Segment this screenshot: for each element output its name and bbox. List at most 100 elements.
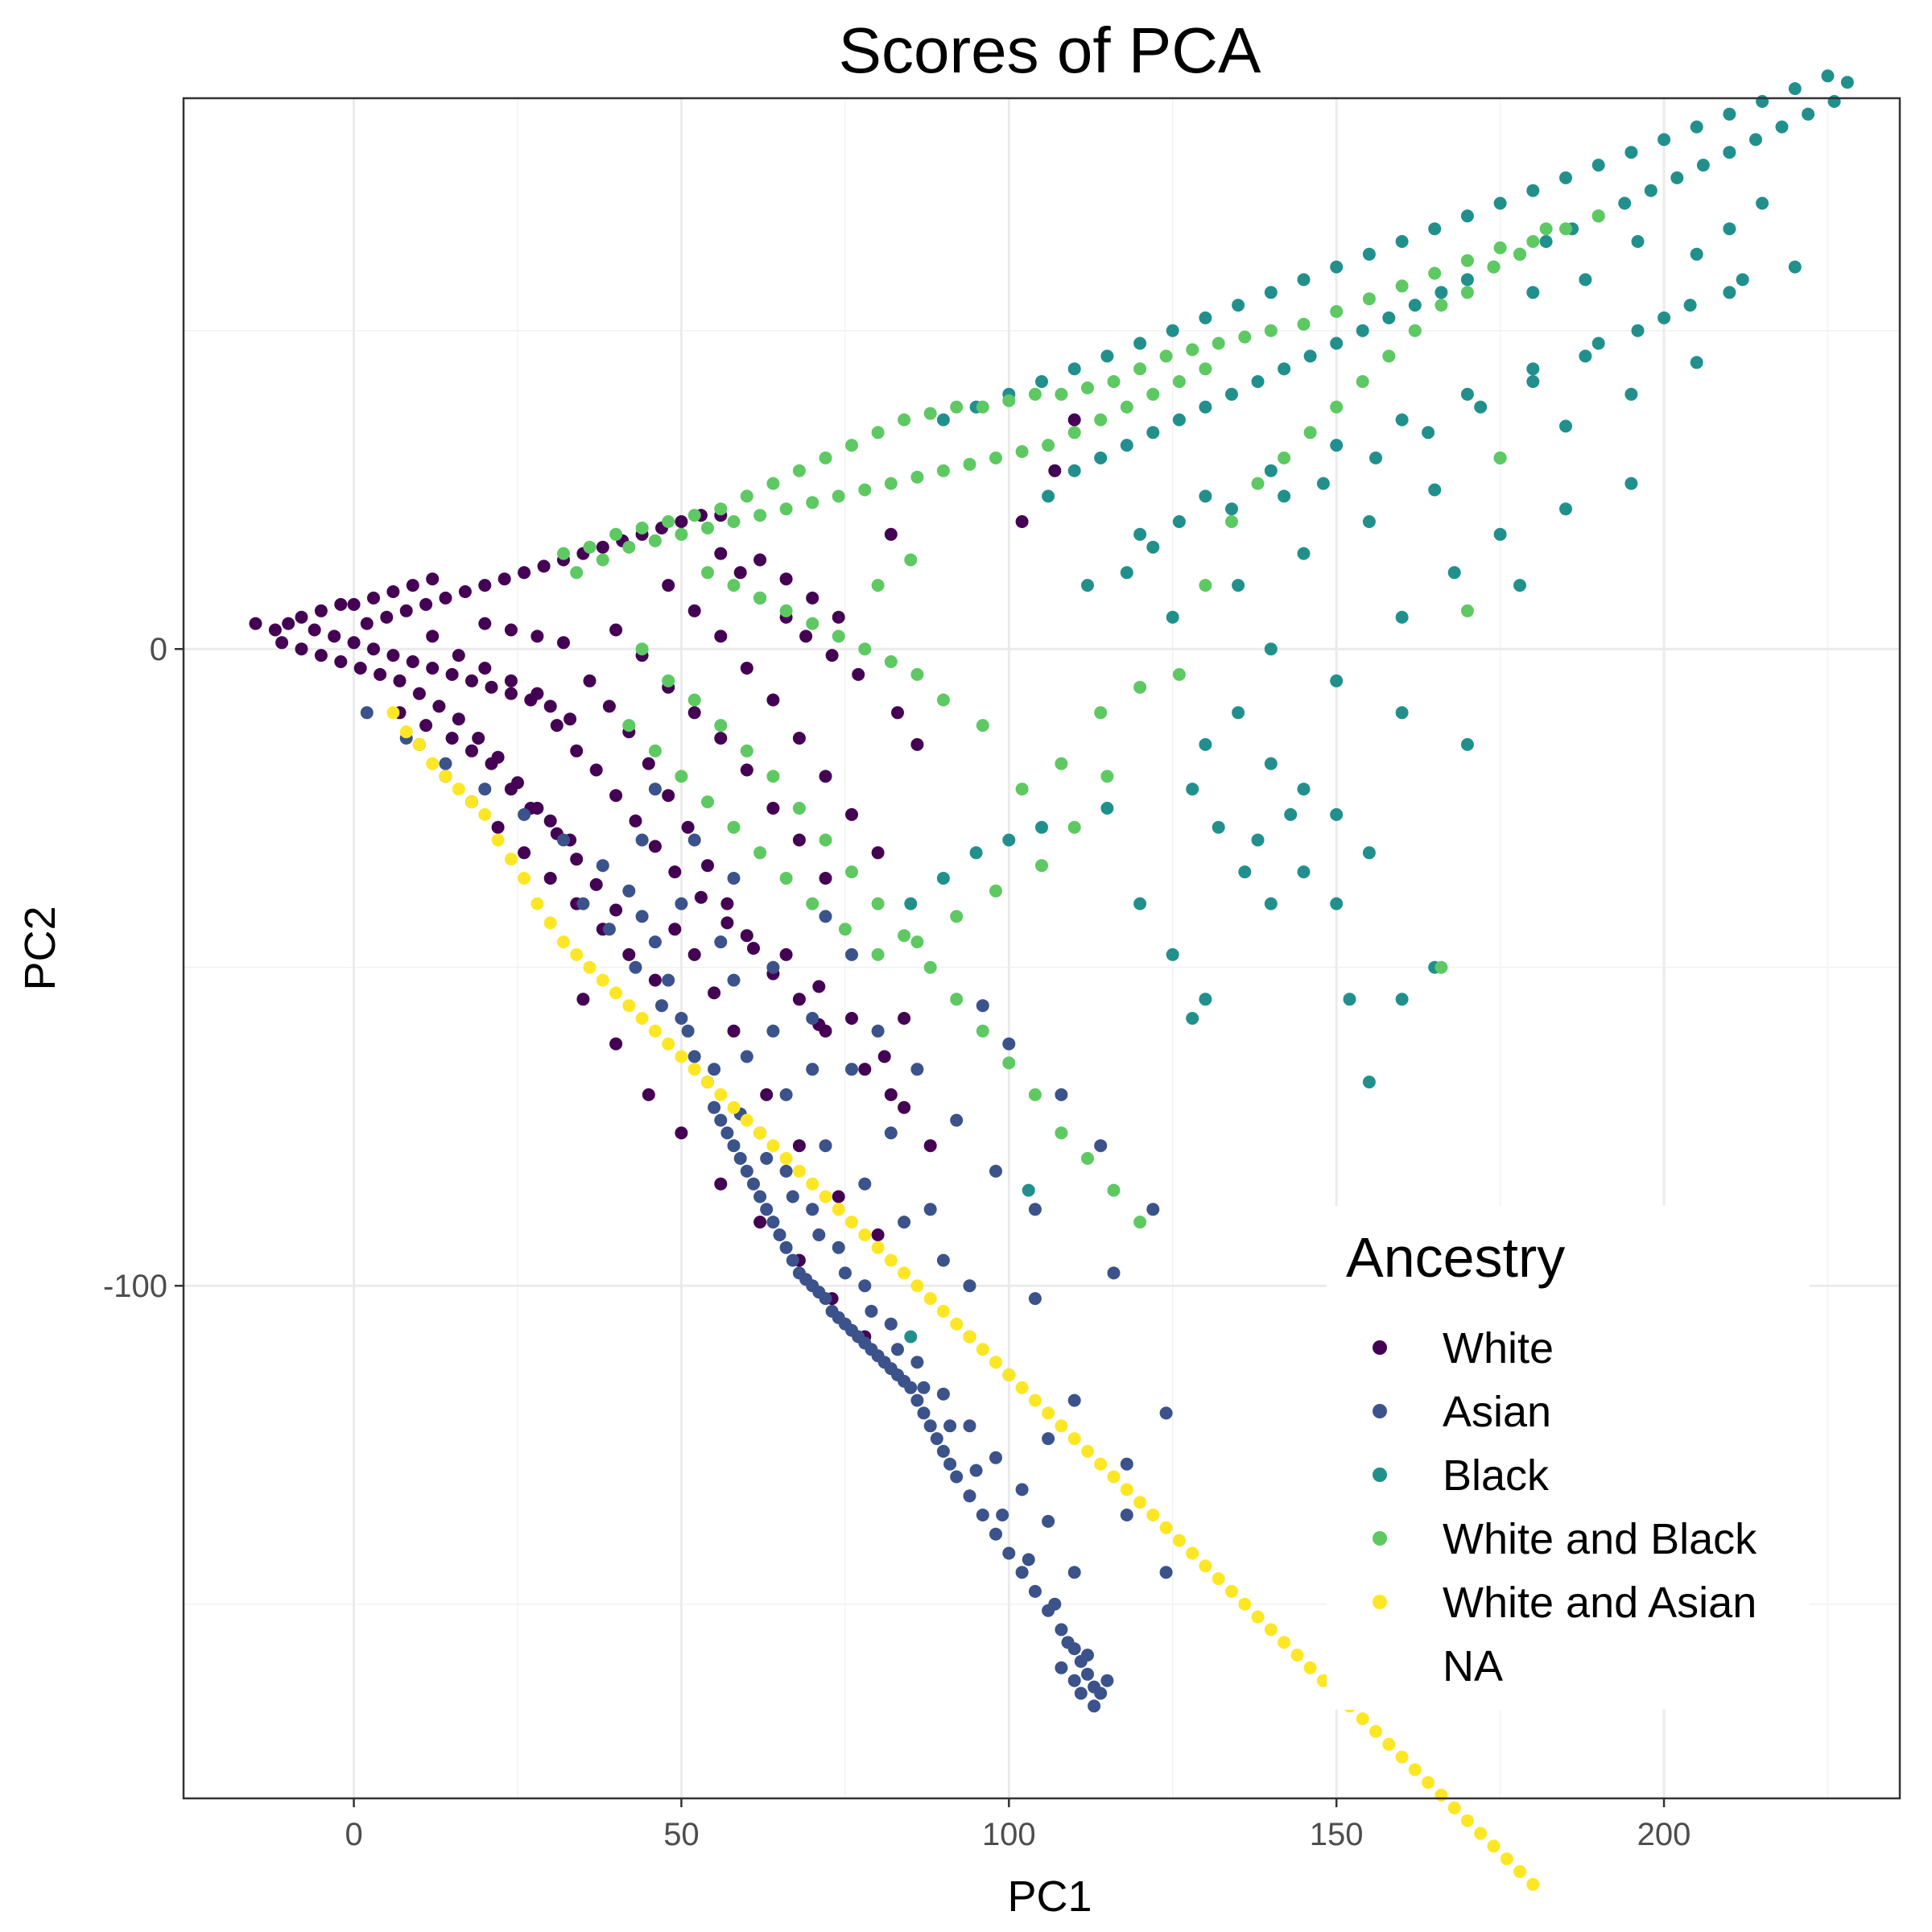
data-point xyxy=(708,1100,721,1114)
data-point xyxy=(570,947,584,961)
data-point xyxy=(845,1012,858,1025)
data-point xyxy=(675,1050,688,1063)
data-point xyxy=(681,1024,695,1038)
data-point xyxy=(936,1387,950,1401)
data-point xyxy=(1460,604,1474,617)
data-point xyxy=(1749,133,1762,147)
data-point xyxy=(740,489,753,503)
data-point xyxy=(583,540,597,554)
data-point xyxy=(543,916,557,930)
data-point xyxy=(635,833,649,847)
data-point xyxy=(635,642,649,656)
data-point xyxy=(884,477,898,490)
data-point xyxy=(504,687,518,700)
data-point xyxy=(1094,706,1108,720)
data-point xyxy=(1002,394,1016,407)
data-point xyxy=(648,935,662,949)
data-point xyxy=(910,737,924,751)
data-point xyxy=(950,400,964,414)
data-point xyxy=(1238,1597,1252,1611)
data-point xyxy=(543,872,557,885)
data-point xyxy=(779,1152,793,1165)
data-point xyxy=(1487,1839,1501,1853)
chart-title: Scores of PCA xyxy=(839,14,1261,86)
data-point xyxy=(360,706,374,720)
data-point xyxy=(1474,1827,1488,1840)
data-point xyxy=(753,509,767,522)
data-point xyxy=(1028,1584,1042,1598)
data-point xyxy=(1094,451,1108,464)
data-point xyxy=(1278,451,1291,464)
data-point xyxy=(720,916,734,930)
legend-label: NA xyxy=(1443,1642,1503,1690)
data-point xyxy=(1133,1496,1147,1509)
data-point xyxy=(380,610,394,624)
data-point xyxy=(419,597,433,611)
data-point xyxy=(583,960,597,974)
data-point xyxy=(1723,107,1736,121)
data-point xyxy=(1369,451,1382,464)
data-point xyxy=(766,1024,780,1038)
data-point xyxy=(648,534,662,547)
data-point xyxy=(819,833,832,847)
data-point xyxy=(687,706,701,720)
data-point xyxy=(1002,833,1016,847)
data-point xyxy=(1100,770,1114,783)
data-point xyxy=(687,947,701,961)
data-point xyxy=(1460,737,1474,751)
data-point xyxy=(1513,579,1526,592)
data-point xyxy=(1362,292,1376,306)
data-point xyxy=(989,451,1002,464)
data-point xyxy=(779,1241,793,1254)
y-tick-label: 0 xyxy=(150,632,167,667)
data-point xyxy=(1133,1216,1147,1229)
data-point xyxy=(845,1216,858,1229)
data-point xyxy=(976,1343,989,1356)
data-point xyxy=(708,1063,721,1076)
data-point xyxy=(930,1432,943,1446)
data-point xyxy=(1362,515,1376,528)
data-point xyxy=(832,1190,845,1203)
data-point xyxy=(1199,400,1212,414)
data-point xyxy=(1447,1801,1461,1814)
data-point xyxy=(701,1075,714,1089)
data-point xyxy=(1539,222,1553,236)
data-point xyxy=(819,1190,832,1203)
data-point xyxy=(268,623,282,637)
data-point xyxy=(1474,400,1488,414)
data-point xyxy=(1133,362,1147,376)
data-point xyxy=(1362,846,1376,860)
data-point xyxy=(1028,1393,1042,1407)
data-point xyxy=(714,502,728,516)
legend-key xyxy=(1373,1340,1387,1355)
data-point xyxy=(564,712,577,726)
data-point xyxy=(1428,222,1442,236)
data-point xyxy=(334,597,348,611)
data-point xyxy=(478,782,492,796)
data-point xyxy=(1559,502,1572,516)
data-point xyxy=(904,1381,918,1394)
data-point xyxy=(910,667,924,681)
data-point xyxy=(1278,362,1291,376)
data-point xyxy=(792,1139,806,1153)
data-point xyxy=(792,833,806,847)
data-point xyxy=(1172,413,1186,427)
data-point xyxy=(1493,196,1507,210)
data-point xyxy=(347,636,361,650)
data-point xyxy=(923,407,937,420)
data-point xyxy=(694,890,708,904)
data-point xyxy=(740,1113,753,1127)
data-point xyxy=(1362,1075,1376,1089)
data-point xyxy=(1133,897,1147,910)
data-point xyxy=(792,1164,806,1178)
data-point xyxy=(753,1126,767,1140)
data-point xyxy=(1460,387,1474,401)
data-point xyxy=(1460,209,1474,223)
data-point xyxy=(465,795,478,809)
data-point xyxy=(1526,362,1540,376)
data-point xyxy=(773,1228,786,1241)
data-point xyxy=(439,757,452,770)
data-point xyxy=(485,757,498,770)
data-point xyxy=(708,986,721,1000)
data-point xyxy=(1022,1183,1035,1197)
